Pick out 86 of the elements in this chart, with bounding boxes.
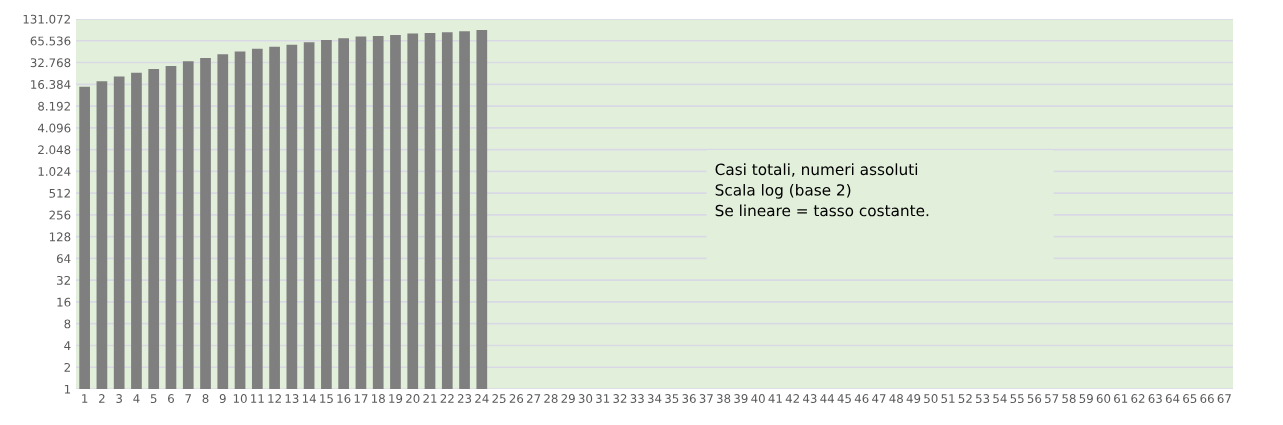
x-tick-label: 51 [941,394,955,403]
x-tick-label: 6 [168,394,174,403]
x-tick-label: 12 [268,394,281,403]
x-tick-label: 19 [389,394,403,403]
x-tick-label: 18 [371,394,385,403]
x-tick-label: 67 [1217,394,1231,403]
x-tick-label: 65 [1183,394,1197,403]
x-tick-label: 28 [544,394,558,403]
x-tick-label: 52 [958,394,972,403]
x-tick-label: 13 [285,394,299,403]
y-tick-label: 1 [64,384,71,394]
x-tick-label: 64 [1165,394,1180,403]
x-tick-label: 66 [1200,394,1214,403]
x-tick-label: 62 [1131,394,1145,403]
y-tick-label: 128 [49,232,71,242]
x-tick-label: 31 [596,394,610,403]
y-tick-label: 8 [64,319,71,329]
x-tick-label: 7 [185,394,191,403]
y-tick-label: 2.048 [38,145,71,155]
x-tick-label: 21 [423,394,437,403]
x-tick-label: 49 [906,394,921,403]
x-tick-label: 41 [768,394,782,403]
y-tick-label: 4.096 [37,123,71,133]
y-tick-label: 8.192 [38,101,70,111]
x-tick-label: 33 [630,394,644,403]
x-tick-label: 44 [820,394,835,403]
x-tick-label: 45 [837,394,851,403]
x-tick-label: 24 [475,394,489,403]
x-tick-label: 17 [354,394,368,403]
x-tick-label: 16 [337,394,351,403]
x-tick-label: 38 [716,394,731,403]
y-tick-label: 16 [57,297,71,307]
x-tick-label: 4 [133,394,140,403]
x-tick-label: 11 [251,394,264,403]
x-tick-label: 61 [1114,394,1128,403]
x-tick-label: 35 [665,394,679,403]
x-tick-label: 5 [150,394,157,403]
x-tick-label: 55 [1010,394,1024,403]
x-tick-label: 46 [854,394,869,403]
y-tick-label: 131.072 [23,14,70,24]
x-tick-label: 47 [872,394,886,403]
y-tick-label: 32 [57,275,70,285]
annotation: Casi totali, numeri assoluti Scala log (base 2) Se lineare = tasso costante. [715,163,929,217]
x-tick-label: 32 [613,394,627,403]
x-tick-label: 20 [406,394,420,403]
y-tick-label: 512 [49,188,70,198]
x-tick-label: 26 [509,394,524,403]
y-tick-label: 32.768 [30,58,71,68]
x-tick-label: 8 [202,394,209,403]
x-tick-label: 22 [440,394,454,403]
y-tick-label: 256 [49,210,71,220]
x-tick-label: 63 [1148,394,1162,403]
x-tick-label: 10 [233,394,247,403]
x-tick-label: 39 [734,394,748,403]
x-tick-label: 36 [682,394,696,403]
x-tick-label: 27 [526,394,541,403]
x-tick-label: 48 [889,394,903,403]
x-tick-label: 53 [976,394,990,403]
y-tick-label: 4 [64,341,71,350]
x-tick-label: 50 [924,394,938,403]
x-tick-label: 57 [1045,394,1059,403]
x-tick-label: 14 [302,394,316,403]
x-tick-label: 34 [647,394,662,403]
y-tick-label: 64 [56,254,71,264]
y-tick-label: 65.536 [30,36,71,46]
x-tick-label: 42 [785,394,799,403]
x-tick-label: 54 [993,394,1007,403]
y-tick-label: 1.024 [38,167,71,177]
x-tick-label: 29 [561,394,575,403]
y-tick-label: 2 [64,362,70,372]
x-tick-label: 56 [1027,394,1042,403]
x-tick-label: 15 [320,394,333,403]
x-tick-label: 60 [1096,394,1111,403]
x-tick-label: 23 [457,394,472,403]
x-tick-label: 1 [82,394,88,403]
y-tick-label: 16.384 [31,80,71,89]
x-tick-label: 59 [1079,394,1093,403]
x-tick-label: 40 [751,394,765,403]
x-tick-label: 3 [116,394,122,403]
x-tick-label: 30 [578,394,593,403]
x-tick-label: 2 [99,394,105,403]
x-tick-label: 37 [699,394,713,403]
x-tick-label: 58 [1062,394,1076,403]
x-tick-label: 9 [219,394,226,403]
x-tick-label: 25 [492,394,506,403]
x-tick-label: 43 [802,394,817,403]
